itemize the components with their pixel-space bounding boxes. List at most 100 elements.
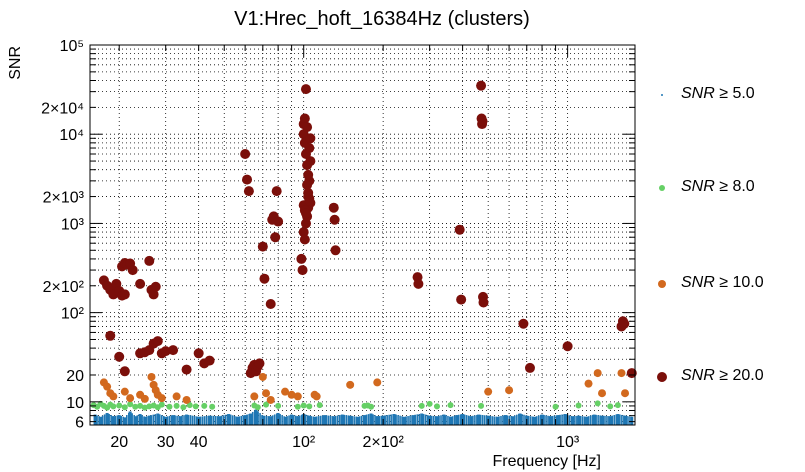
data-point <box>607 403 614 410</box>
data-point <box>114 351 125 362</box>
y-tick-label: 10⁴ <box>59 127 84 144</box>
data-point <box>120 387 129 396</box>
data-point <box>505 386 514 395</box>
data-point <box>147 372 156 381</box>
data-point <box>265 298 276 309</box>
data-point <box>329 214 340 225</box>
data-point <box>300 84 311 95</box>
data-point <box>204 355 215 366</box>
legend-label-snr-8: SNR ≥ 8.0 <box>681 178 755 195</box>
data-series <box>90 80 637 425</box>
legend-item-snr-20: SNR ≥ 20.0 <box>655 364 795 390</box>
series-group <box>90 400 621 411</box>
data-point <box>300 402 307 409</box>
data-point <box>152 336 163 347</box>
x-axis-label: Frequency [Hz] <box>493 453 601 470</box>
data-point <box>193 348 204 359</box>
data-point <box>619 318 630 329</box>
data-point <box>456 294 467 305</box>
series-group <box>98 80 637 379</box>
data-point <box>266 395 275 404</box>
data-point <box>299 234 310 245</box>
data-point <box>157 394 166 403</box>
data-point <box>166 403 173 410</box>
legend-swatch-snr-20 <box>657 372 667 382</box>
data-point <box>209 403 216 410</box>
data-point <box>476 80 487 91</box>
data-point <box>110 403 117 410</box>
data-point <box>598 389 607 398</box>
data-point <box>303 169 314 180</box>
data-point <box>257 241 268 252</box>
y-tick-label: 10³ <box>61 216 85 233</box>
data-point <box>287 390 296 399</box>
data-point <box>304 143 315 154</box>
data-point <box>119 366 130 377</box>
data-point <box>330 245 341 256</box>
data-point <box>173 402 180 409</box>
data-point <box>328 202 339 213</box>
y-tick-label: 2×10² <box>43 279 85 296</box>
data-point <box>259 273 270 284</box>
legend-item-snr-5: SNR ≥ 5.0 <box>655 82 795 108</box>
legend-swatch-snr-8 <box>659 185 665 191</box>
data-point <box>302 160 313 171</box>
data-point <box>160 346 171 357</box>
data-point <box>250 392 259 401</box>
y-axis-label: SNR <box>7 46 24 80</box>
x-tick-label: 20 <box>110 434 128 451</box>
data-point <box>617 369 626 378</box>
x-tick-label: 2×10² <box>362 434 404 451</box>
data-point <box>141 404 148 411</box>
data-point <box>137 402 144 409</box>
data-point <box>306 403 313 410</box>
legend-label-snr-10: SNR ≥ 10.0 <box>681 274 764 291</box>
data-point <box>373 378 382 387</box>
x-tick-label: 10³ <box>556 434 580 451</box>
data-point <box>626 368 637 379</box>
data-point <box>454 224 465 235</box>
data-point <box>275 402 282 409</box>
data-point <box>105 330 116 341</box>
data-point <box>168 345 179 356</box>
data-point <box>302 122 313 133</box>
data-point <box>614 402 621 409</box>
data-point <box>575 402 582 409</box>
data-point <box>518 318 529 329</box>
legend-swatch-snr-5 <box>661 94 663 96</box>
data-point <box>281 387 290 396</box>
data-point <box>434 403 441 410</box>
data-point <box>418 402 425 409</box>
data-point <box>258 372 267 381</box>
data-point <box>140 394 149 403</box>
data-point <box>299 113 310 124</box>
series-group <box>99 369 630 404</box>
legend-label-snr-5: SNR ≥ 5.0 <box>681 85 755 102</box>
data-point <box>524 362 535 373</box>
data-point <box>346 380 355 389</box>
data-point <box>293 392 302 401</box>
y-tick-label: 2×10⁴ <box>41 100 84 117</box>
x-tick-label: 10² <box>292 434 316 451</box>
data-point <box>263 401 270 408</box>
legend-item-snr-10: SNR ≥ 10.0 <box>655 271 795 297</box>
y-tick-label: 20 <box>66 368 84 385</box>
x-tick-label: 40 <box>190 434 208 451</box>
data-point <box>294 403 301 410</box>
data-point <box>593 369 602 378</box>
data-point <box>103 382 112 391</box>
data-point <box>594 400 601 407</box>
data-point <box>271 186 282 197</box>
x-tick-label: 30 <box>157 434 175 451</box>
data-point <box>447 402 454 409</box>
data-point <box>182 395 191 404</box>
data-point <box>262 389 271 398</box>
data-point <box>273 216 284 227</box>
data-point <box>298 227 309 238</box>
data-point <box>584 379 593 388</box>
data-point <box>121 404 128 411</box>
data-point <box>305 133 316 144</box>
data-point <box>426 400 433 407</box>
data-point <box>312 392 321 401</box>
